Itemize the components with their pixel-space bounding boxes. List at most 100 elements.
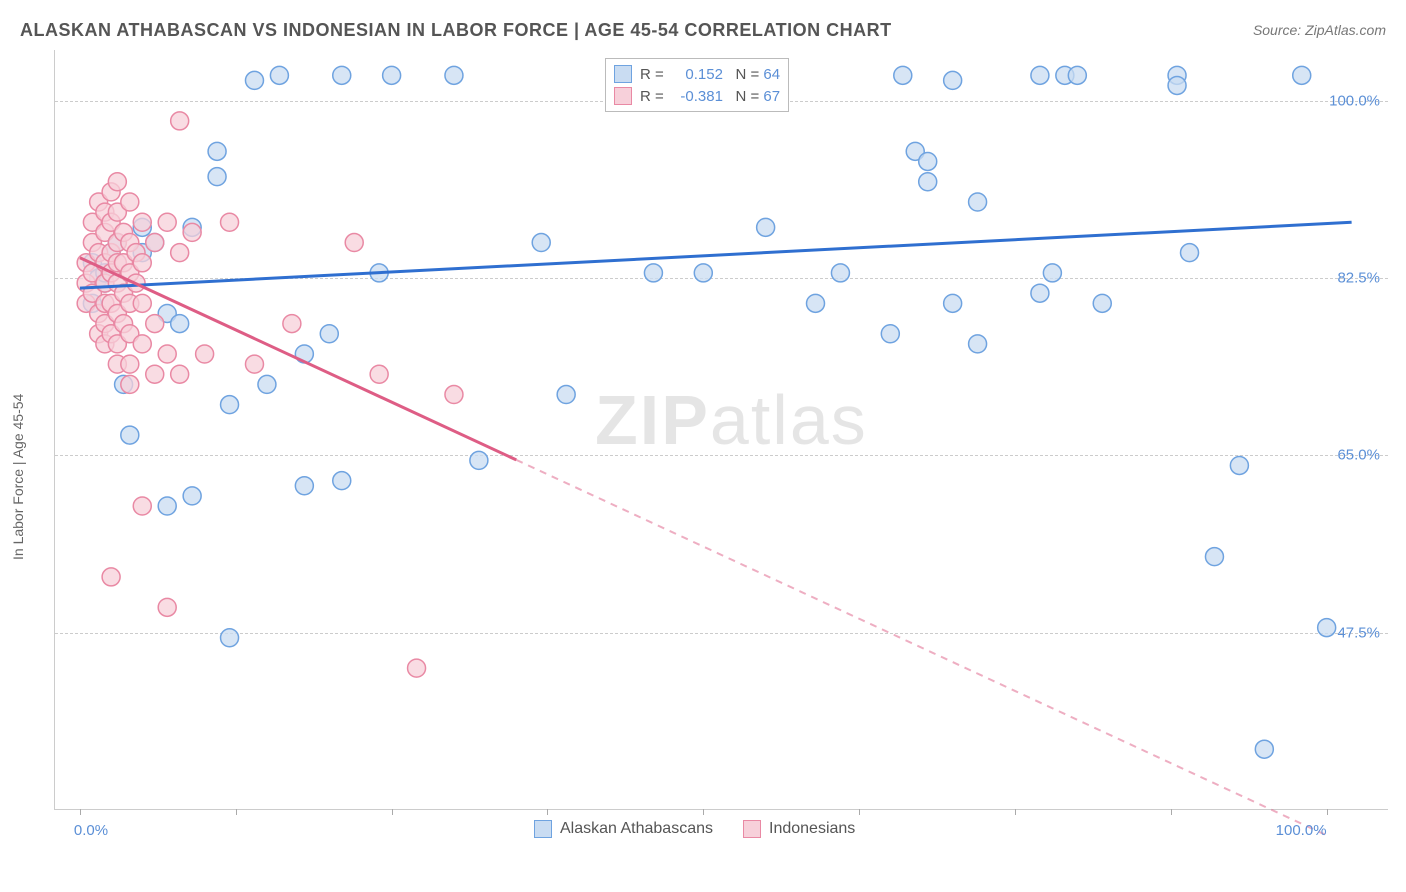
data-point bbox=[807, 294, 825, 312]
data-point bbox=[1168, 76, 1186, 94]
x-tick bbox=[80, 809, 81, 815]
data-point bbox=[969, 193, 987, 211]
data-point bbox=[146, 234, 164, 252]
x-tick bbox=[392, 809, 393, 815]
data-point bbox=[694, 264, 712, 282]
data-point bbox=[208, 142, 226, 160]
source-label: Source: ZipAtlas.com bbox=[1253, 22, 1386, 38]
trend-line-extrapolated bbox=[516, 460, 1326, 835]
y-tick-label: 47.5% bbox=[1337, 624, 1380, 641]
data-point bbox=[133, 497, 151, 515]
x-tick bbox=[859, 809, 860, 815]
data-point bbox=[171, 244, 189, 262]
legend-item: Indonesians bbox=[743, 820, 855, 838]
data-point bbox=[919, 173, 937, 191]
data-point bbox=[258, 375, 276, 393]
legend-swatch bbox=[614, 65, 632, 83]
x-axis-label: 100.0% bbox=[1276, 822, 1327, 839]
legend-row: R = -0.381 N = 67 bbox=[614, 85, 780, 107]
data-point bbox=[1043, 264, 1061, 282]
data-point bbox=[146, 315, 164, 333]
data-point bbox=[133, 294, 151, 312]
data-point bbox=[1068, 66, 1086, 84]
data-point bbox=[320, 325, 338, 343]
x-tick bbox=[1171, 809, 1172, 815]
data-point bbox=[470, 451, 488, 469]
y-tick-label: 100.0% bbox=[1329, 92, 1380, 109]
data-point bbox=[158, 345, 176, 363]
data-point bbox=[295, 477, 313, 495]
y-axis-label: In Labor Force | Age 45-54 bbox=[10, 394, 26, 560]
legend-series-name: Indonesians bbox=[769, 820, 855, 838]
data-point bbox=[183, 487, 201, 505]
data-point bbox=[102, 568, 120, 586]
data-point bbox=[1255, 740, 1273, 758]
data-point bbox=[183, 223, 201, 241]
data-point bbox=[969, 335, 987, 353]
scatter-chart bbox=[55, 50, 1388, 809]
y-tick-label: 65.0% bbox=[1337, 447, 1380, 464]
data-point bbox=[1031, 66, 1049, 84]
data-point bbox=[445, 66, 463, 84]
data-point bbox=[333, 472, 351, 490]
legend-stats: R = 0.152 N = 64 bbox=[640, 66, 780, 83]
data-point bbox=[171, 315, 189, 333]
legend-row: R = 0.152 N = 64 bbox=[614, 63, 780, 85]
data-point bbox=[208, 168, 226, 186]
data-point bbox=[158, 213, 176, 231]
data-point bbox=[1293, 66, 1311, 84]
legend-swatch bbox=[534, 820, 552, 838]
data-point bbox=[1230, 456, 1248, 474]
data-point bbox=[1031, 284, 1049, 302]
data-point bbox=[445, 386, 463, 404]
trend-line bbox=[80, 222, 1352, 288]
data-point bbox=[133, 213, 151, 231]
data-point bbox=[532, 234, 550, 252]
data-point bbox=[1181, 244, 1199, 262]
data-point bbox=[944, 71, 962, 89]
data-point bbox=[133, 254, 151, 272]
data-point bbox=[1205, 548, 1223, 566]
data-point bbox=[245, 355, 263, 373]
data-point bbox=[146, 365, 164, 383]
x-tick bbox=[703, 809, 704, 815]
data-point bbox=[108, 173, 126, 191]
data-point bbox=[121, 426, 139, 444]
data-point bbox=[171, 365, 189, 383]
page-title: ALASKAN ATHABASCAN VS INDONESIAN IN LABO… bbox=[20, 20, 892, 41]
data-point bbox=[221, 396, 239, 414]
data-point bbox=[557, 386, 575, 404]
legend-stats: R = -0.381 N = 67 bbox=[640, 88, 780, 105]
data-point bbox=[831, 264, 849, 282]
data-point bbox=[919, 152, 937, 170]
chart-plot-area: ZIPatlas R = 0.152 N = 64R = -0.381 N = … bbox=[54, 50, 1388, 810]
data-point bbox=[1093, 294, 1111, 312]
legend-swatch bbox=[743, 820, 761, 838]
legend-series-name: Alaskan Athabascans bbox=[560, 820, 713, 838]
x-tick bbox=[1015, 809, 1016, 815]
data-point bbox=[121, 355, 139, 373]
data-point bbox=[283, 315, 301, 333]
x-axis-label: 0.0% bbox=[74, 822, 108, 839]
x-tick bbox=[547, 809, 548, 815]
data-point bbox=[221, 213, 239, 231]
data-point bbox=[644, 264, 662, 282]
data-point bbox=[757, 218, 775, 236]
x-tick bbox=[236, 809, 237, 815]
data-point bbox=[121, 193, 139, 211]
legend-swatch bbox=[614, 87, 632, 105]
data-point bbox=[221, 629, 239, 647]
data-point bbox=[345, 234, 363, 252]
correlation-legend: R = 0.152 N = 64 R = -0.381 N = 67 bbox=[605, 58, 789, 112]
trend-line bbox=[80, 258, 516, 460]
data-point bbox=[158, 497, 176, 515]
data-point bbox=[158, 598, 176, 616]
data-point bbox=[1318, 619, 1336, 637]
data-point bbox=[121, 375, 139, 393]
data-point bbox=[333, 66, 351, 84]
x-tick bbox=[1327, 809, 1328, 815]
data-point bbox=[370, 365, 388, 383]
data-point bbox=[133, 335, 151, 353]
data-point bbox=[270, 66, 288, 84]
data-point bbox=[196, 345, 214, 363]
